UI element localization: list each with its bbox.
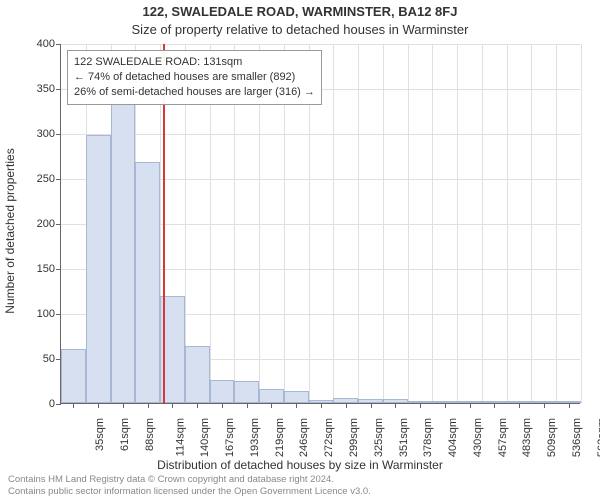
xtick-mark [197, 403, 198, 408]
ytick-label: 400 [5, 38, 55, 50]
info-line-property: 122 SWALEDALE ROAD: 131sqm [74, 55, 315, 70]
xtick-mark [395, 403, 396, 408]
info-line-larger: 26% of semi-detached houses are larger (… [74, 85, 315, 100]
xtick-label: 219sqm [274, 418, 286, 457]
plot-area: 122 SWALEDALE ROAD: 131sqm ← 74% of deta… [60, 44, 580, 404]
xtick-mark [123, 403, 124, 408]
histogram-bar [185, 346, 210, 403]
histogram-bar [135, 162, 160, 403]
ytick-label: 50 [5, 353, 55, 365]
ytick-mark [56, 314, 61, 315]
chart-container: { "title_line1": "122, SWALEDALE ROAD, W… [0, 0, 600, 500]
ytick-mark [56, 134, 61, 135]
ytick-mark [56, 89, 61, 90]
ytick-mark [56, 44, 61, 45]
xtick-label: 114sqm [174, 418, 186, 456]
xtick-label: 536sqm [571, 418, 583, 457]
xtick-label: 35sqm [94, 418, 106, 451]
histogram-bar [111, 104, 136, 403]
histogram-bar [86, 135, 111, 403]
xtick-mark [73, 403, 74, 408]
ytick-mark [56, 179, 61, 180]
gridline-v [482, 44, 483, 403]
histogram-bar [61, 349, 86, 403]
xtick-label: 272sqm [323, 418, 335, 457]
xtick-label: 457sqm [497, 418, 509, 457]
ytick-mark [56, 404, 61, 405]
gridline-v [556, 44, 557, 403]
xtick-mark [371, 403, 372, 408]
xtick-label: 193sqm [249, 418, 261, 457]
footer-line-1: Contains HM Land Registry data © Crown c… [8, 474, 371, 486]
ytick-label: 300 [5, 128, 55, 140]
gridline-v [432, 44, 433, 403]
xtick-mark [544, 403, 545, 408]
x-axis-label: Distribution of detached houses by size … [0, 458, 600, 472]
xtick-label: 299sqm [348, 418, 360, 457]
ytick-label: 350 [5, 83, 55, 95]
xtick-label: 88sqm [144, 418, 156, 451]
xtick-mark [445, 403, 446, 408]
gridline-v [581, 44, 582, 403]
xtick-label: 246sqm [299, 418, 311, 457]
gridline-v [507, 44, 508, 403]
histogram-bar [259, 389, 284, 403]
xtick-mark [569, 403, 570, 408]
xtick-label: 509sqm [546, 418, 558, 457]
xtick-label: 562sqm [596, 418, 600, 457]
ytick-mark [56, 224, 61, 225]
ytick-label: 200 [5, 218, 55, 230]
gridline-v [358, 44, 359, 403]
xtick-label: 404sqm [447, 418, 459, 457]
xtick-label: 140sqm [200, 418, 212, 457]
histogram-bar [284, 391, 309, 403]
xtick-mark [470, 403, 471, 408]
xtick-label: 430sqm [472, 418, 484, 457]
attribution-footer: Contains HM Land Registry data © Crown c… [8, 474, 371, 498]
xtick-mark [346, 403, 347, 408]
gridline-v [383, 44, 384, 403]
ytick-label: 100 [5, 308, 55, 320]
xtick-mark [519, 403, 520, 408]
histogram-bar [234, 381, 259, 404]
gridline-v [408, 44, 409, 403]
xtick-mark [420, 403, 421, 408]
xtick-mark [98, 403, 99, 408]
footer-line-2: Contains public sector information licen… [8, 486, 371, 498]
ytick-label: 150 [5, 263, 55, 275]
xtick-label: 61sqm [119, 418, 131, 451]
xtick-mark [148, 403, 149, 408]
chart-title-address: 122, SWALEDALE ROAD, WARMINSTER, BA12 8F… [0, 4, 600, 19]
xtick-label: 378sqm [422, 418, 434, 457]
histogram-bar [210, 380, 235, 403]
ytick-label: 250 [5, 173, 55, 185]
gridline-h [61, 44, 580, 45]
gridline-v [457, 44, 458, 403]
xtick-mark [321, 403, 322, 408]
xtick-mark [172, 403, 173, 408]
xtick-label: 325sqm [373, 418, 385, 457]
xtick-label: 167sqm [224, 418, 236, 457]
ytick-label: 0 [5, 398, 55, 410]
ytick-mark [56, 269, 61, 270]
xtick-mark [494, 403, 495, 408]
info-box: 122 SWALEDALE ROAD: 131sqm ← 74% of deta… [67, 50, 322, 105]
info-line-smaller: ← 74% of detached houses are smaller (89… [74, 70, 315, 85]
gridline-v [333, 44, 334, 403]
xtick-label: 483sqm [521, 418, 533, 457]
gridline-h [61, 134, 580, 135]
xtick-mark [271, 403, 272, 408]
xtick-label: 351sqm [398, 418, 410, 457]
gridline-v [531, 44, 532, 403]
xtick-mark [296, 403, 297, 408]
chart-subtitle: Size of property relative to detached ho… [0, 22, 600, 37]
xtick-mark [247, 403, 248, 408]
xtick-mark [222, 403, 223, 408]
